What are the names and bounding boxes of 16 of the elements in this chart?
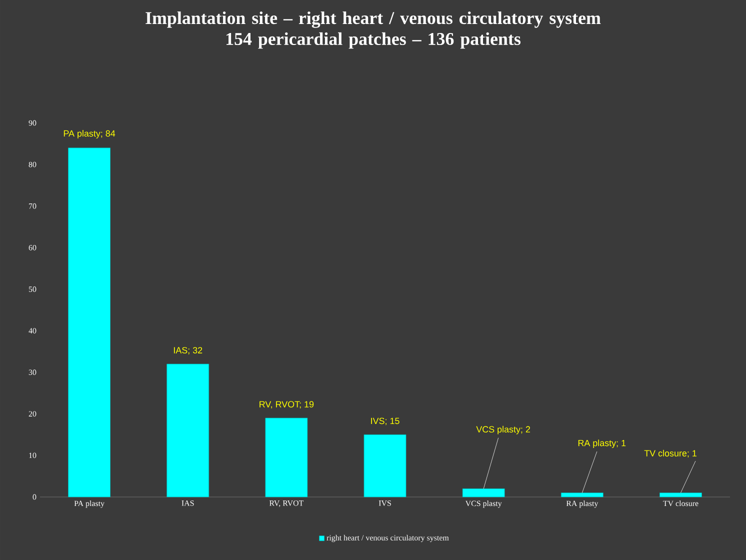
bar	[660, 492, 702, 498]
chart-title: Implantation site – right heart / venous circulatory system	[146, 12, 601, 28]
data-label: TV closure; 1	[644, 450, 696, 458]
chart-subtitle: 154 pericardial patches – 136 patients	[226, 32, 521, 49]
bar	[68, 148, 110, 498]
bar	[166, 364, 210, 498]
bar	[560, 492, 604, 498]
data-label: IAS; 32	[174, 347, 202, 354]
data-label: IVS; 15	[371, 418, 400, 426]
data-label: VCS plasty; 2	[476, 426, 530, 434]
data-label: PA plasty; 84	[64, 130, 116, 138]
bar	[462, 488, 505, 498]
bar	[364, 434, 406, 498]
data-label: RA plasty; 1	[578, 440, 626, 448]
data-label: RV, RVOT; 19	[260, 401, 314, 409]
bar	[265, 418, 308, 498]
